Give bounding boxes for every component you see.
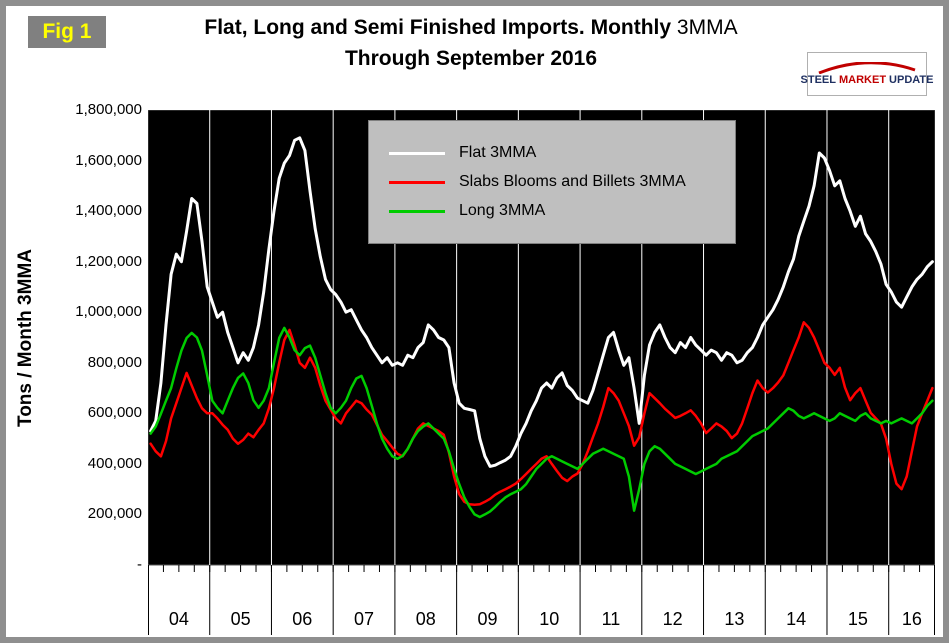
y-tick-label: - (137, 556, 142, 573)
x-year-label: 14 (786, 609, 806, 629)
series-line-2 (149, 326, 934, 519)
x-year-label: 16 (902, 609, 922, 629)
logo-swoosh-icon (818, 62, 916, 74)
x-year-label: 13 (724, 609, 744, 629)
y-axis-title: Tons / Month 3MMA (8, 110, 44, 565)
logo-market-text: MARKET (838, 74, 887, 86)
legend-item-long: Long 3MMA (389, 202, 715, 220)
x-year-label: 05 (231, 609, 251, 629)
chart-title-line1-suffix: 3MMA (676, 16, 738, 39)
fig-label: Fig 1 (28, 16, 106, 48)
x-year-label: 09 (477, 609, 497, 629)
flat-line-swatch (389, 151, 445, 155)
legend-label-slabs: Slabs Blooms and Billets 3MMA (459, 173, 686, 190)
slabs-line-swatch (389, 180, 445, 184)
y-tick-label: 1,200,000 (75, 252, 142, 270)
y-tick-label: 1,800,000 (75, 101, 142, 118)
y-tick-label: 200,000 (87, 505, 142, 523)
chart-legend: Flat 3MMA Slabs Blooms and Billets 3MMA … (368, 120, 736, 244)
x-year-label: 15 (848, 609, 868, 629)
x-year-label: 04 (169, 609, 189, 629)
legend-label-long: Long 3MMA (459, 202, 546, 219)
x-year-label: 08 (416, 609, 436, 629)
chart-title-line1: Flat, Long and Semi Finished Imports. Mo… (116, 16, 826, 40)
chart-title-line2: Through September 2016 (344, 47, 598, 70)
chart-title-line1-bold: Flat, Long and Semi Finished Imports. Mo… (204, 16, 672, 39)
series-line-0 (149, 136, 934, 468)
y-tick-label: 800,000 (87, 353, 142, 371)
series-line-1 (149, 321, 934, 507)
x-year-label: 12 (663, 609, 683, 629)
legend-item-flat: Flat 3MMA (389, 144, 715, 162)
logo-text: STEEL MARKET UPDATE (801, 75, 934, 86)
legend-item-slabs: Slabs Blooms and Billets 3MMA (389, 173, 715, 191)
long-line-swatch (389, 209, 445, 213)
y-tick-label: 600,000 (87, 404, 142, 422)
legend-label-flat: Flat 3MMA (459, 144, 537, 161)
chart-title: Flat, Long and Semi Finished Imports. Mo… (116, 16, 826, 71)
y-tick-label: 1,000,000 (75, 303, 142, 321)
y-tick-label: 1,600,000 (75, 151, 142, 169)
x-year-label: 10 (539, 609, 559, 629)
logo-update-text: UPDATE (889, 74, 934, 86)
logo-steel-text: STEEL (800, 74, 836, 86)
x-year-label: 07 (354, 609, 374, 629)
y-tick-label: 400,000 (87, 454, 142, 472)
x-year-label: 06 (292, 609, 312, 629)
smu-logo: STEEL MARKET UPDATE (801, 52, 933, 96)
x-year-label: 11 (602, 609, 621, 629)
y-axis-title-text: Tons / Month 3MMA (15, 248, 37, 427)
y-tick-label: 1,400,000 (75, 202, 142, 220)
